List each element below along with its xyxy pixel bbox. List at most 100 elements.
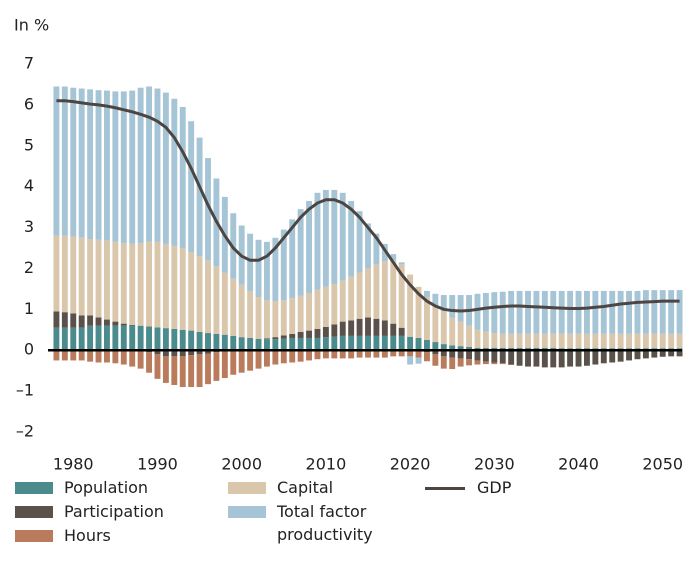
bar-segment xyxy=(322,286,329,327)
bar-segment xyxy=(373,350,380,358)
bar-segment xyxy=(53,350,60,361)
bar-segment xyxy=(457,295,464,322)
bar-segment xyxy=(642,333,649,349)
bar-segment xyxy=(626,333,632,349)
bar-segment xyxy=(289,298,296,334)
bar-segment xyxy=(247,350,254,371)
bar-segment xyxy=(651,350,658,358)
bar-segment xyxy=(390,350,397,357)
bar-segment xyxy=(297,331,304,338)
bar-segment xyxy=(146,241,152,327)
bar-segment xyxy=(264,241,270,301)
bar-segment xyxy=(205,333,211,351)
bar-segment xyxy=(255,239,262,298)
bar-segment xyxy=(575,333,582,349)
bar-segment xyxy=(600,333,607,349)
bar-segment xyxy=(78,315,85,328)
bar-segment xyxy=(457,321,464,347)
bar-segment xyxy=(162,92,169,244)
x-tick-label: 2040 xyxy=(558,455,599,471)
bar-segment xyxy=(238,284,245,338)
legend-label: Capital xyxy=(277,478,334,497)
bar-segment xyxy=(365,350,371,358)
bar-segment xyxy=(188,330,195,351)
bar-segment xyxy=(339,280,346,322)
bar-segment xyxy=(432,293,439,306)
bar-segment xyxy=(365,268,371,318)
y-tick-label: 7 xyxy=(24,54,34,73)
bar-segment xyxy=(171,356,178,385)
bar-segment xyxy=(676,350,683,357)
bar-segment xyxy=(567,290,574,334)
bar-segment xyxy=(314,289,321,329)
bar-segment xyxy=(541,290,548,334)
bar-segment xyxy=(104,240,110,320)
bar-segment xyxy=(306,200,312,293)
bar-segment xyxy=(466,350,472,360)
bar-segment xyxy=(634,350,641,360)
bar-segment xyxy=(424,340,430,351)
bar-segment xyxy=(668,290,675,334)
bar-segment xyxy=(322,337,329,351)
bar-segment xyxy=(474,350,481,361)
bar-segment xyxy=(407,356,414,365)
bar-segment xyxy=(449,345,456,351)
bar-segment xyxy=(516,350,523,366)
bar-segment xyxy=(381,320,388,336)
bar-segment xyxy=(120,243,127,324)
bar-segment xyxy=(482,350,489,362)
bar-segment xyxy=(61,327,68,351)
bar-segment xyxy=(482,361,489,365)
bar-segment xyxy=(247,337,254,351)
bar-segment xyxy=(457,358,464,367)
bar-segment xyxy=(634,290,641,334)
bar-segment xyxy=(398,335,405,351)
y-tick-label: –2 xyxy=(16,422,34,441)
bar-segment xyxy=(95,90,102,240)
bar-segment xyxy=(642,290,649,334)
bar-segment xyxy=(112,91,119,242)
y-tick-label: 2 xyxy=(24,258,34,277)
legend-item: Hours xyxy=(15,524,184,547)
bar-segment xyxy=(264,338,270,340)
bar-segment xyxy=(466,346,472,351)
bar-segment xyxy=(575,350,582,367)
bar-segment xyxy=(230,350,237,375)
bar-segment xyxy=(255,338,262,351)
bar-segment xyxy=(87,315,94,326)
bar-segment xyxy=(104,325,110,351)
bar-segment xyxy=(188,355,195,388)
bar-segment xyxy=(306,337,312,351)
bar-segment xyxy=(264,350,270,367)
bar-segment xyxy=(440,350,447,357)
bar-segment xyxy=(314,350,321,360)
bar-segment xyxy=(137,87,144,244)
bar-segment xyxy=(541,333,548,348)
bar-segment xyxy=(424,297,430,340)
bar-segment xyxy=(112,241,119,322)
bar-segment xyxy=(120,91,127,244)
bar-segment xyxy=(196,354,203,388)
bar-segment xyxy=(390,254,397,261)
legend-label: GDP xyxy=(477,478,512,497)
bar-segment xyxy=(95,350,102,363)
bar-segment xyxy=(567,333,574,349)
bar-segment xyxy=(297,337,304,351)
bar-segment xyxy=(407,336,414,351)
bar-segment xyxy=(53,327,60,351)
bar-segment xyxy=(676,290,683,334)
y-tick-label: –1 xyxy=(16,381,34,400)
bar-segment xyxy=(238,350,245,373)
bar-segment xyxy=(398,264,405,328)
bar-segment xyxy=(567,350,574,367)
bar-segment xyxy=(525,350,531,367)
bar-segment xyxy=(407,350,414,357)
bar-segment xyxy=(617,333,624,349)
bar-segment xyxy=(196,350,203,355)
bar-segment xyxy=(322,189,329,287)
bar-segment xyxy=(676,333,683,349)
bar-segment xyxy=(331,324,338,337)
bar-segment xyxy=(634,333,641,349)
bar-segment xyxy=(617,350,624,362)
bar-segment xyxy=(87,89,94,240)
